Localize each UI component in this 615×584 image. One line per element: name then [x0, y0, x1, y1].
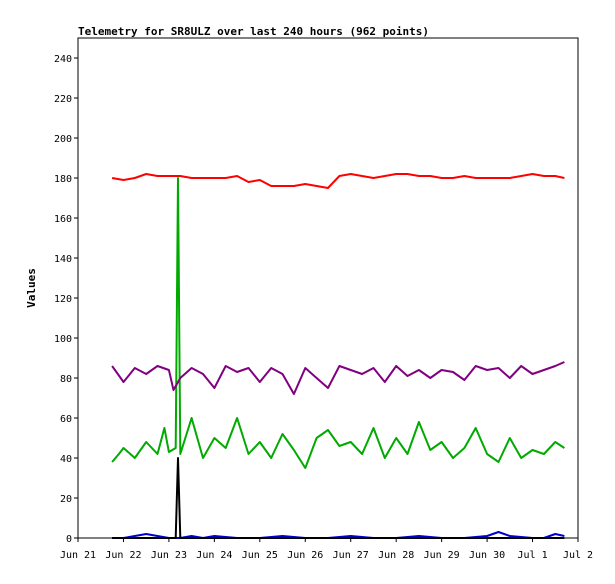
- series-layer: [111, 173, 565, 539]
- y-axis-label: Values: [25, 268, 38, 308]
- x-tick-label: Jul 2: [563, 550, 593, 561]
- x-tick-label: Jun 26: [287, 550, 323, 561]
- y-tick-label: 0: [66, 534, 72, 545]
- y-tick-label: 20: [60, 494, 72, 505]
- y-tick-label: 140: [54, 254, 72, 265]
- y-tick-label: 60: [60, 414, 72, 425]
- y-axis-ticks: 0 20 40 60 80 100 120 140 160 180 200 220 240: [54, 54, 78, 545]
- x-tick-label: Jun 27: [333, 550, 369, 561]
- y-tick-label: 180: [54, 174, 72, 185]
- x-tick-label: Jun 22: [105, 550, 141, 561]
- y-tick-label: 100: [54, 334, 72, 345]
- y-tick-label: 160: [54, 214, 72, 225]
- y-tick-label: 200: [54, 134, 72, 145]
- x-tick-label: Jun 30: [469, 550, 505, 561]
- y-tick-label: 40: [60, 454, 72, 465]
- x-tick-label: Jun 24: [196, 550, 232, 561]
- y-tick-label: 120: [54, 294, 72, 305]
- y-tick-label: 220: [54, 94, 72, 105]
- series-line-2: [111, 361, 565, 395]
- y-tick-label: 240: [54, 54, 72, 65]
- series-line-4: [112, 457, 565, 539]
- series-line-0: [111, 173, 565, 189]
- x-tick-label: Jul 1: [517, 550, 547, 561]
- series-line-1: [111, 177, 565, 469]
- x-tick-label: Jun 21: [60, 550, 96, 561]
- chart-title: Telemetry for SR8ULZ over last 240 hours…: [78, 25, 429, 38]
- x-tick-label: Jun 23: [151, 550, 187, 561]
- y-tick-label: 80: [60, 374, 72, 385]
- x-tick-label: Jun 29: [424, 550, 460, 561]
- x-tick-label: Jun 25: [242, 550, 278, 561]
- x-tick-label: Jun 28: [378, 550, 414, 561]
